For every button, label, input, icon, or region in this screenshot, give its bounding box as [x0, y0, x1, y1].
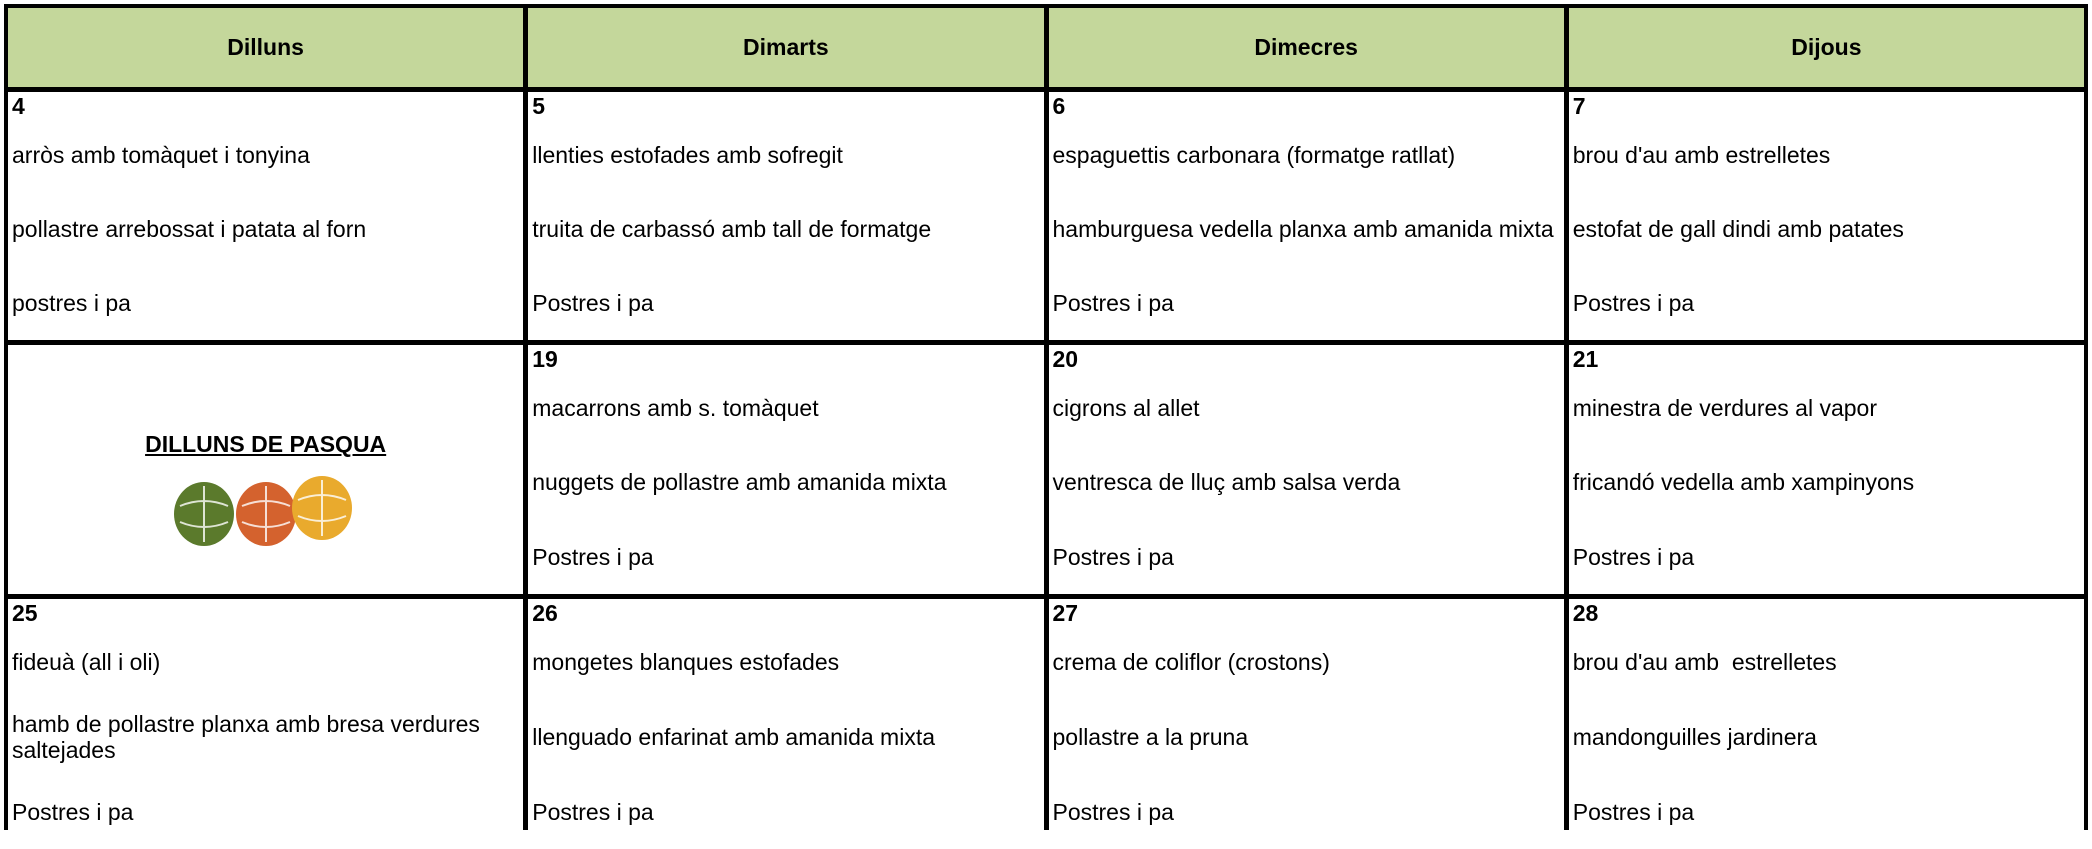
column-header: Dilluns — [8, 8, 524, 87]
menu-item: Postres i pa — [1052, 290, 1174, 316]
day-number: 26 — [532, 600, 558, 626]
menu-table: Dilluns Dimarts Dimecres Dijous 4 arròs amb t… — [4, 4, 2088, 849]
day-number: 6 — [1052, 93, 1066, 119]
menu-item: estofat de gall dindi amb patates — [1572, 216, 1904, 242]
day-cell: 27 crema de coliflor (crostons) pollastre … — [1048, 599, 1564, 849]
day-number: 27 — [1052, 600, 1079, 626]
menu-item: pollastre arrebossat i patata al forn — [12, 216, 367, 242]
menu-item: espaguettis carbonara (formatge ratllat) — [1052, 142, 1456, 168]
menu-item: nuggets de pollastre amb amanida mixta — [532, 469, 947, 496]
menu-item: Postres i pa — [532, 290, 654, 316]
day-number: 20 — [1052, 346, 1079, 372]
holiday-cell: DILLUNS DE PASQUA — [8, 345, 524, 594]
menu-item: truita de carbassó amb tall de formatge — [532, 216, 932, 242]
day-cell: 6 espaguettis carbonara (formatge ratllat… — [1048, 92, 1564, 340]
menu-item: Postres i pa — [1052, 798, 1174, 825]
menu-item: arròs amb tomàquet i tonyina — [12, 142, 310, 168]
day-number: 25 — [12, 600, 38, 626]
menu-item: ventresca de lluç amb salsa verda — [1052, 469, 1401, 496]
day-cell: 20 cigrons al allet ventresca de lluç amb … — [1048, 345, 1564, 594]
menu-item: Postres i pa — [12, 798, 134, 825]
easter-eggs — [173, 476, 352, 546]
menu-item: Postres i pa — [1572, 543, 1695, 570]
day-number: 21 — [1572, 346, 1599, 372]
day-cell: 21 minestra de verdures al vapor fricandó … — [1568, 345, 2084, 594]
page: Dilluns Dimarts Dimecres Dijous 4 arròs amb t… — [4, 4, 2088, 849]
menu-item: fideuà (all i oli) — [12, 649, 161, 676]
day-number: 5 — [532, 93, 546, 119]
day-cell: 7 brou d'au amb estrelletes estofat de gal… — [1568, 92, 2084, 340]
column-header: Dimarts — [528, 8, 1044, 87]
day-number: 4 — [12, 93, 25, 119]
menu-item: hamburguesa vedella planxa amb amanida m… — [1052, 216, 1554, 242]
menu-item: Postres i pa — [1572, 798, 1695, 825]
menu-item: postres i pa — [12, 290, 131, 316]
day-number: 19 — [532, 346, 558, 372]
menu-item: Postres i pa — [1052, 543, 1174, 570]
column-header: Dimecres — [1048, 8, 1564, 87]
day-cell: 25 fideuà (all i oli) hamb de pollastre pl… — [8, 599, 524, 849]
menu-item: Postres i pa — [532, 543, 654, 570]
menu-item: fricandó vedella amb xampinyons — [1572, 469, 1915, 496]
menu-item: crema de coliflor (crostons) — [1052, 649, 1330, 676]
menu-item: cigrons al allet — [1052, 395, 1200, 422]
menu-item: minestra de verdures al vapor — [1572, 395, 1878, 422]
day-number: 28 — [1572, 600, 1599, 626]
day-cell: 28 brou d'au amb estrelletes mandonguilles… — [1568, 599, 2084, 849]
day-cell: 19 macarrons amb s. tomàquet nuggets de po… — [528, 345, 1044, 594]
day-cell: 26 mongetes blanques estofades llenguado e… — [528, 599, 1044, 849]
day-cell: 4 arròs amb tomàquet i tonyina pollastre a… — [8, 92, 524, 340]
menu-item: Postres i pa — [532, 798, 654, 825]
day-cell: 5 llenties estofades amb sofregit truita d… — [528, 92, 1044, 340]
menu-item: mandonguilles jardinera — [1572, 724, 1817, 750]
menu-item: pollastre a la pruna — [1052, 724, 1249, 750]
menu-item: macarrons amb s. tomàquet — [532, 395, 819, 422]
menu-item: brou d'au amb estrelletes — [1572, 649, 1837, 676]
menu-item: hamb de pollastre planxa amb bresa verdu… — [12, 711, 487, 763]
holiday-label: DILLUNS DE PASQUA — [145, 431, 387, 457]
menu-item: mongetes blanques estofades — [532, 649, 840, 676]
menu-item: llenguado enfarinat amb amanida mixta — [532, 724, 935, 750]
column-header: Dijous — [1568, 8, 2084, 87]
day-number: 7 — [1572, 93, 1586, 119]
menu-item: Postres i pa — [1572, 290, 1695, 316]
menu-item: llenties estofades amb sofregit — [532, 142, 843, 168]
menu-item: brou d'au amb estrelletes — [1572, 142, 1831, 168]
